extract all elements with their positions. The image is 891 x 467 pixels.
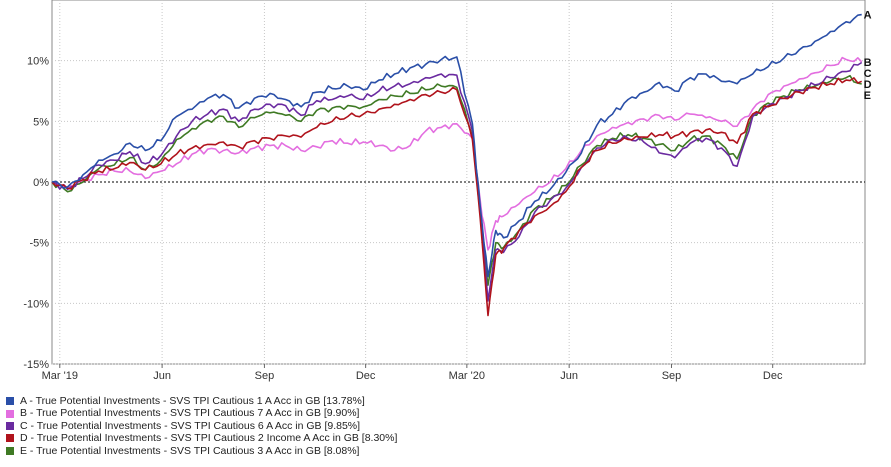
legend-item-e: E - True Potential Investments - SVS TPI… xyxy=(6,445,397,457)
legend-swatch xyxy=(6,397,14,406)
legend-label: B - True Potential Investments - SVS TPI… xyxy=(20,407,360,420)
legend: A - True Potential Investments - SVS TPI… xyxy=(6,395,397,457)
legend-item-d: D - True Potential Investments - SVS TPI… xyxy=(6,432,397,444)
chart-plot: 10% 5% 0% -5% -10% -15% Mar '19 Jun Sep Dec Mar '… xyxy=(23,0,872,382)
legend-label: E - True Potential Investments - SVS TPI… xyxy=(20,444,360,457)
series-line-d xyxy=(51,77,863,317)
legend-label: D - True Potential Investments - SVS TPI… xyxy=(20,432,398,445)
x-tick-label: Mar '19 xyxy=(42,370,78,382)
x-tick-label: Dec xyxy=(356,370,376,382)
x-tick-label: Sep xyxy=(255,370,275,382)
x-tick-label: Mar '20 xyxy=(449,370,485,382)
legend-item-a: A - True Potential Investments - SVS TPI… xyxy=(6,395,397,407)
legend-label: C - True Potential Investments - SVS TPI… xyxy=(20,419,361,432)
y-tick-label: -10% xyxy=(23,298,49,310)
x-tick-label: Dec xyxy=(763,370,783,382)
y-tick-label: 0% xyxy=(33,177,49,189)
y-tick-label: -5% xyxy=(29,238,49,250)
legend-swatch xyxy=(6,409,14,418)
legend-item-b: B - True Potential Investments - SVS TPI… xyxy=(6,407,397,419)
end-label-a: A xyxy=(864,10,872,22)
end-label-b: B xyxy=(864,57,872,69)
end-label-c: C xyxy=(864,68,872,80)
end-label-d: D xyxy=(864,79,872,91)
end-label-e: E xyxy=(864,90,871,102)
x-tick-label: Jun xyxy=(153,370,171,382)
x-tick-label: Jun xyxy=(560,370,578,382)
legend-swatch xyxy=(6,422,14,431)
legend-label: A - True Potential Investments - SVS TPI… xyxy=(20,395,365,407)
series-line-a xyxy=(51,13,862,278)
legend-swatch xyxy=(6,434,14,443)
y-tick-label: 10% xyxy=(27,56,49,68)
y-tick-label: -15% xyxy=(23,359,49,371)
y-tick-label: 5% xyxy=(33,116,49,128)
legend-swatch xyxy=(6,446,14,455)
legend-item-c: C - True Potential Investments - SVS TPI… xyxy=(6,420,397,432)
x-tick-label: Sep xyxy=(662,370,682,382)
